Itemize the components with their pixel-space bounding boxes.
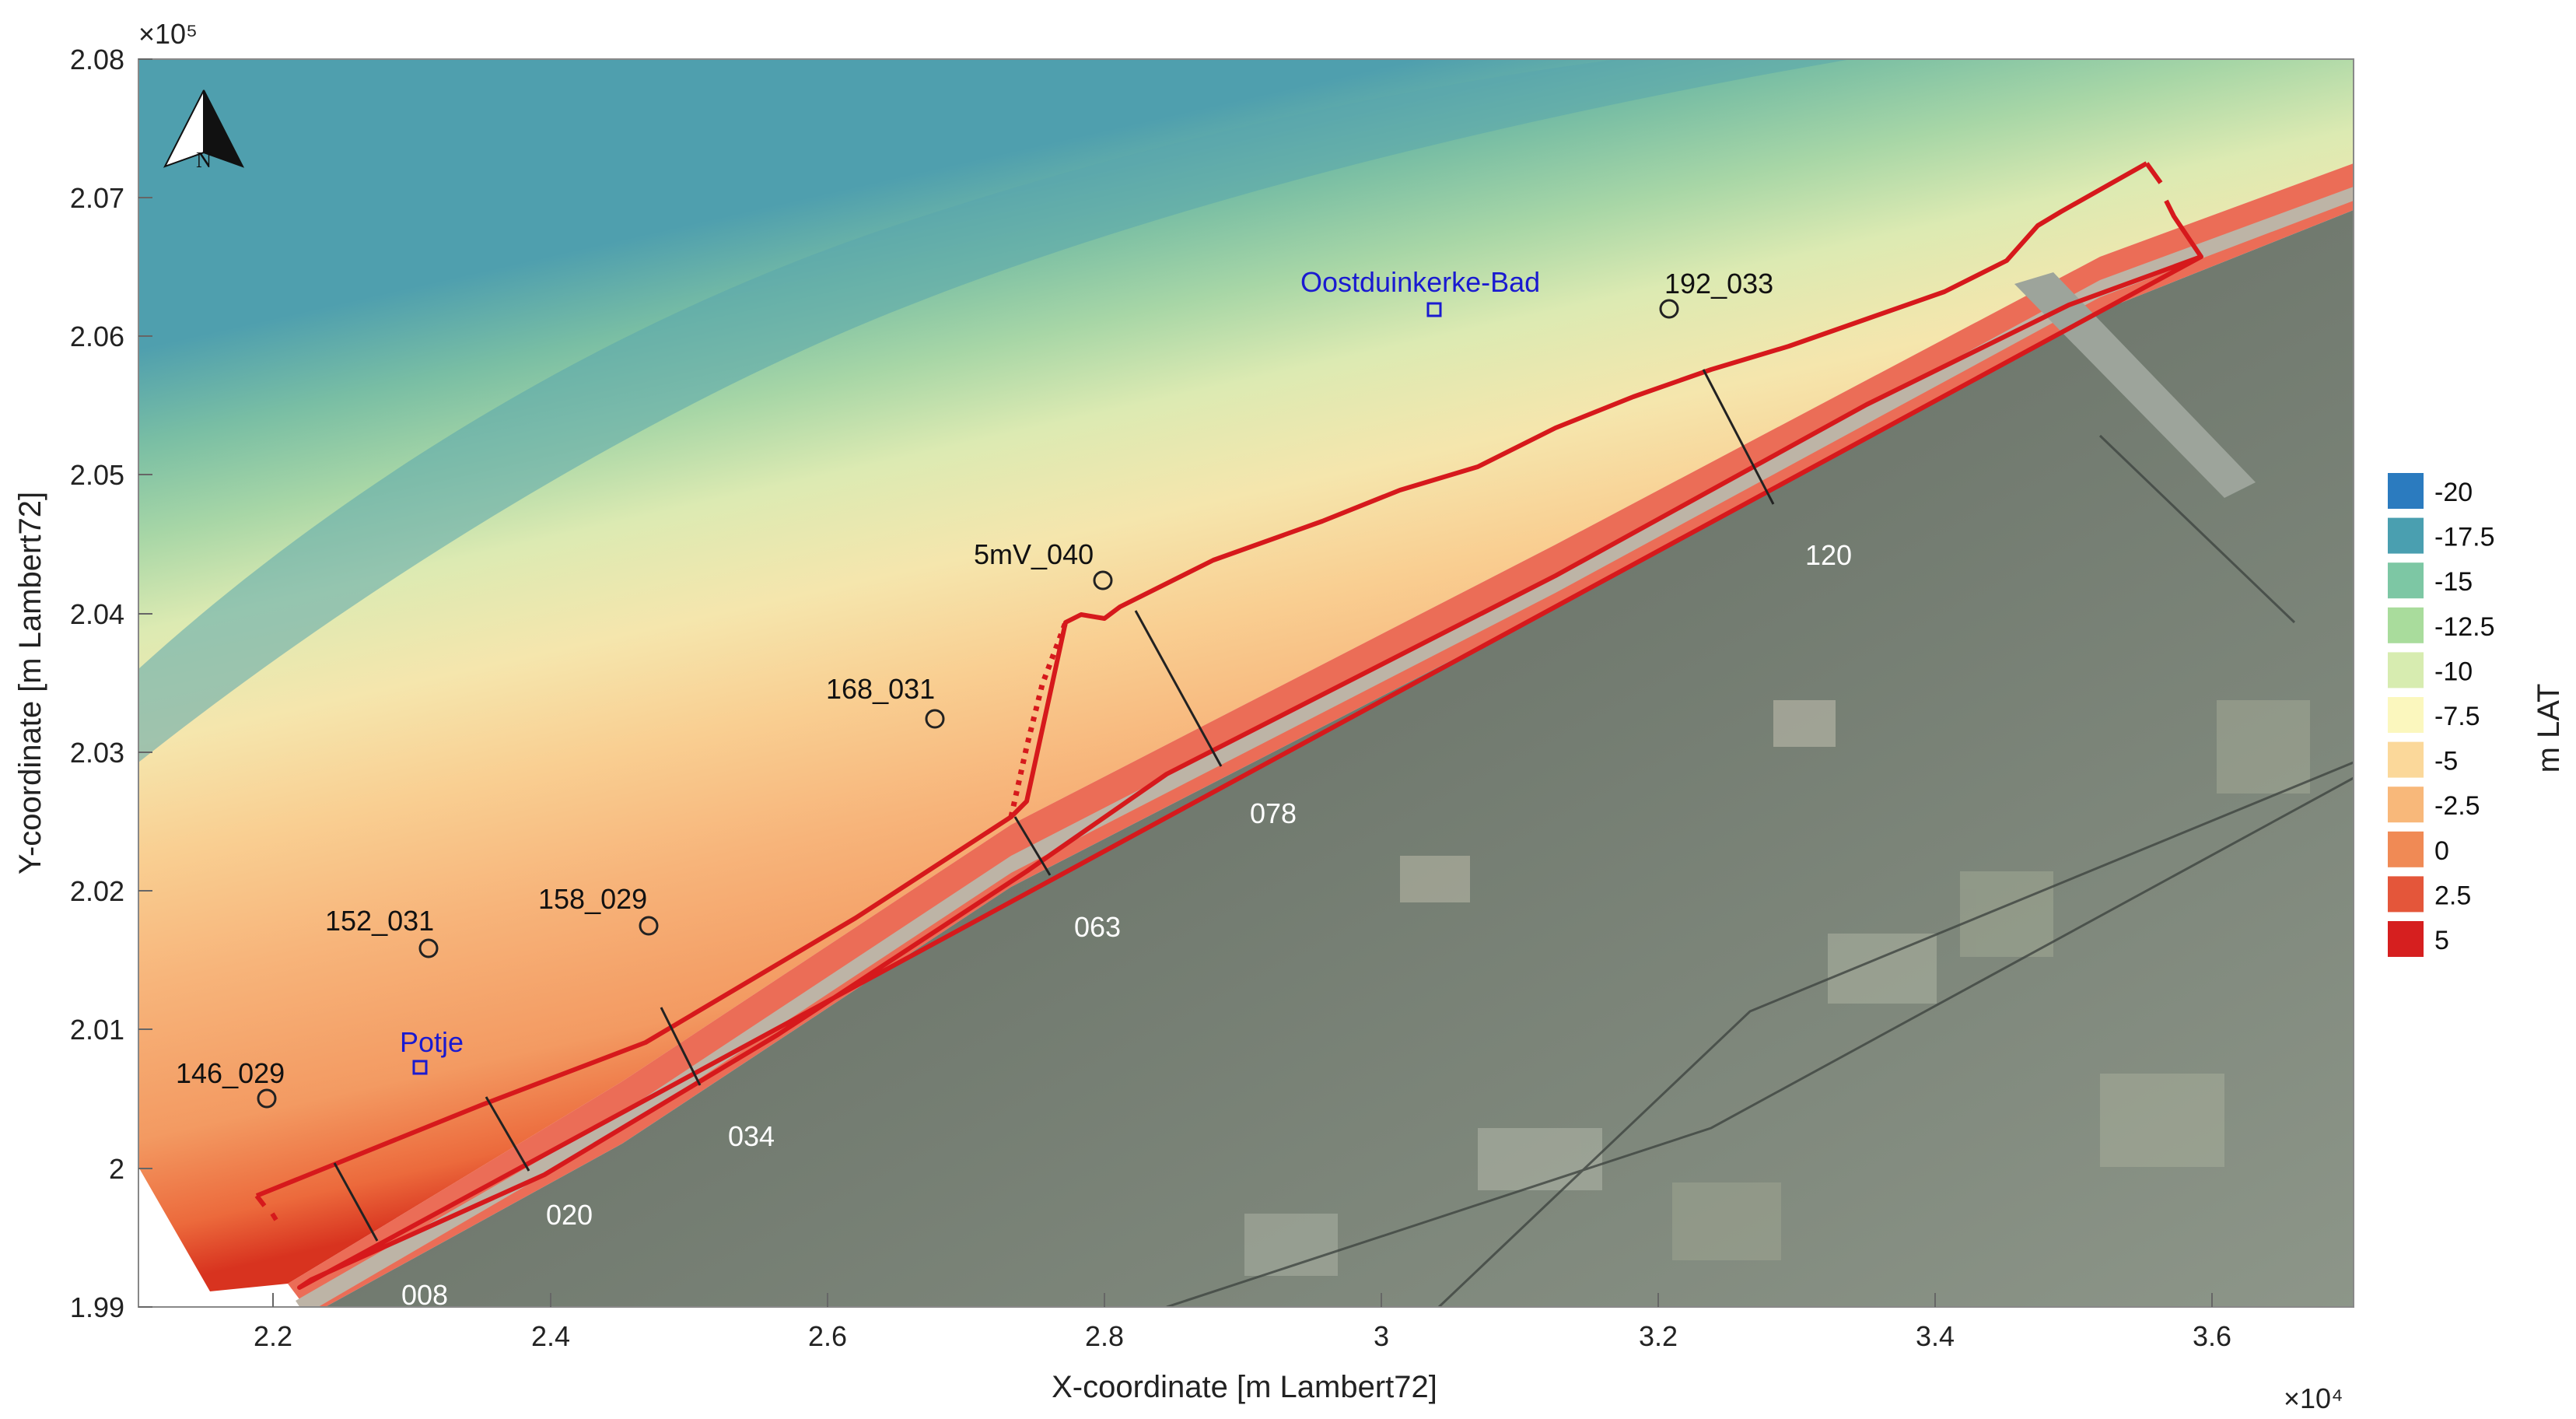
colorbar-swatch [2388, 741, 2424, 778]
colorbar-label: 0 [2434, 836, 2449, 866]
profile-line-034 [660, 1007, 702, 1086]
profile-label-020: 020 [546, 1199, 593, 1231]
y-tick-label: 2.08 [70, 44, 124, 75]
field-patches [1244, 700, 2310, 1276]
colorbar-label: -2.5 [2434, 791, 2480, 821]
colorbar-label: -7.5 [2434, 702, 2480, 731]
colorbar-swatch [2388, 517, 2424, 554]
station-marker-168_031 [925, 709, 945, 729]
y-tick-label: 2.05 [70, 459, 124, 491]
colorbar: -20 -17.5 -15 -12.5 -10 -7.5 -5 -2.5 0 2.5 5 m LAT [2388, 473, 2566, 957]
map-area [138, 59, 2354, 1307]
y-tick-label: 1.99 [70, 1291, 124, 1323]
x-tick-label: 2.8 [1085, 1320, 1124, 1352]
colorbar-swatch [2388, 697, 2424, 733]
y-tick-label: 2.01 [70, 1014, 124, 1046]
north-arrow-icon: N [163, 89, 245, 173]
y-tick-label: 2.06 [70, 321, 124, 352]
x-tick-label: 3.6 [2193, 1320, 2231, 1352]
study-area-outline [254, 161, 2203, 1290]
colorbar-label: 5 [2434, 926, 2449, 955]
station-markers [257, 299, 1679, 1109]
colorbar-swatch [2388, 473, 2424, 509]
y-tick-label: 2.04 [70, 598, 124, 630]
y-multiplier: ×10⁵ [138, 18, 198, 50]
place-label-oostduinkerke-bad: Oostduinkerke-Bad [1300, 266, 1540, 298]
profile-label-034: 034 [728, 1120, 775, 1152]
place-marker-oostduinkerke-bad [1426, 302, 1442, 317]
colorbar-swatches [2388, 473, 2424, 957]
colorbar-label: -17.5 [2434, 523, 2495, 552]
station-label-192_033: 192_033 [1664, 268, 1773, 300]
place-marker-potje [412, 1060, 428, 1075]
station-label-158_029: 158_029 [538, 883, 647, 915]
profile-label-120: 120 [1805, 539, 1852, 571]
profile-line-020 [485, 1096, 530, 1172]
profile-line-008 [333, 1162, 379, 1242]
roads [1166, 434, 2354, 1307]
station-label-146_029: 146_029 [176, 1057, 285, 1089]
colorbar-swatch [2388, 607, 2424, 643]
study-area-dotted-boundary [1008, 621, 1069, 818]
profile-label-078: 078 [1250, 797, 1297, 829]
place-label-potje: Potje [400, 1026, 464, 1058]
colorbar-label: -5 [2434, 747, 2458, 776]
station-label-152_031: 152_031 [325, 905, 434, 937]
station-marker-146_029 [257, 1088, 277, 1109]
x-axis: 2.2 2.4 2.6 2.8 3 3.2 3.4 3.6 ×10⁴ X-coo… [254, 1293, 2343, 1414]
profile-label-008: 008 [401, 1279, 448, 1311]
x-axis-label: X-coordinate [m Lambert72] [1052, 1370, 1437, 1404]
station-marker-5mV_040 [1093, 570, 1113, 590]
colorbar-label: -12.5 [2434, 612, 2495, 642]
x-tick-label: 3 [1374, 1320, 1389, 1352]
y-tick-label: 2.02 [70, 875, 124, 907]
profile-lines [333, 369, 1775, 1242]
profile-line-120 [1702, 369, 1775, 505]
colorbar-swatch [2388, 921, 2424, 957]
station-marker-192_033 [1659, 299, 1679, 319]
station-marker-152_031 [418, 938, 439, 958]
y-axis: 2.08 2.07 2.06 2.05 2.04 2.03 2.02 2.01 … [13, 18, 198, 1323]
colorbar-swatch [2388, 787, 2424, 823]
colorbar-swatch [2388, 876, 2424, 913]
colorbar-label: -15 [2434, 567, 2473, 597]
deep-channel [138, 59, 1851, 762]
harbour [2014, 272, 2256, 498]
profile-label-063: 063 [1074, 911, 1121, 943]
profile-line-078 [1134, 610, 1223, 767]
station-label-168_031: 168_031 [826, 673, 935, 705]
land-area [272, 210, 2354, 1307]
colorbar-title: m LAT [2532, 684, 2566, 773]
colorbar-swatch [2388, 652, 2424, 688]
plot-frame [138, 58, 2354, 1308]
y-tick-label: 2 [109, 1153, 124, 1185]
x-tick-label: 2.2 [254, 1320, 292, 1352]
north-arrow-label: N [196, 149, 212, 173]
y-tick-label: 2.07 [70, 182, 124, 214]
x-tick-marks [272, 1293, 2213, 1307]
colorbar-label: -10 [2434, 657, 2473, 686]
y-tick-label: 2.03 [70, 737, 124, 769]
colorbar-label: -20 [2434, 478, 2473, 507]
station-label-5mV_040: 5mV_040 [974, 538, 1094, 570]
x-multiplier: ×10⁴ [2284, 1382, 2343, 1414]
colorbar-swatch [2388, 562, 2424, 599]
y-tick-marks [138, 58, 152, 1308]
x-tick-label: 2.6 [808, 1320, 847, 1352]
profile-line-063 [1013, 816, 1052, 876]
colorbar-swatch [2388, 831, 2424, 867]
colorbar-label: 2.5 [2434, 881, 2471, 910]
nearshore-band [288, 163, 2354, 1307]
x-tick-label: 3.2 [1639, 1320, 1678, 1352]
x-tick-label: 2.4 [531, 1320, 570, 1352]
colorbar-labels: -20 -17.5 -15 -12.5 -10 -7.5 -5 -2.5 0 2.5 5 [2434, 478, 2495, 955]
station-marker-158_029 [639, 916, 659, 936]
x-tick-label: 3.4 [1916, 1320, 1955, 1352]
y-axis-label: Y-coordinate [m Lambert72] [13, 492, 47, 874]
